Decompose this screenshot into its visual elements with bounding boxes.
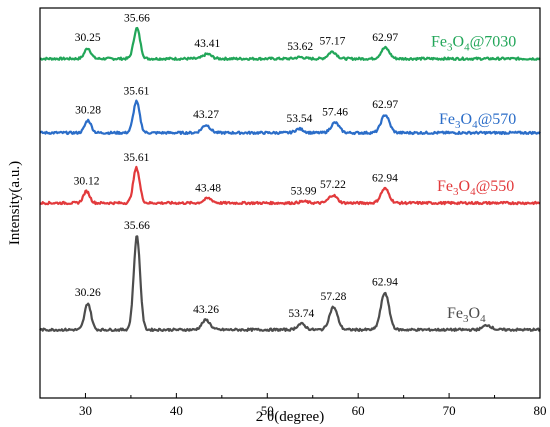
legend-part: Fe [437, 178, 453, 195]
x-tick-label: 80 [534, 403, 547, 418]
series-layer [39, 26, 541, 333]
series-line [39, 99, 541, 136]
peak-label: 53.99 [291, 185, 317, 197]
series-legend-label: Fe3O4@570 [439, 111, 516, 131]
legend-part: Fe [447, 305, 463, 322]
peak-label: 57.46 [322, 107, 348, 119]
peak-label: 57.22 [320, 179, 346, 191]
peak-label: 62.97 [372, 99, 398, 111]
legend-part: @550 [476, 178, 515, 195]
legend-part: 3 [453, 186, 459, 198]
legend-part: 3 [447, 42, 453, 54]
peak-label: 30.28 [75, 104, 101, 116]
legend-part: O [459, 178, 471, 195]
peak-label: 57.17 [320, 36, 346, 48]
legend-part: 4 [472, 119, 478, 131]
peak-label: 35.66 [124, 12, 150, 24]
peak-label: 30.25 [75, 32, 101, 44]
peak-label: 57.28 [321, 291, 347, 303]
legend-part: @570 [478, 111, 517, 128]
legend-part: 4 [470, 186, 476, 198]
legend-part: Fe [431, 34, 447, 51]
legend-part: Fe [439, 111, 455, 128]
peak-label: 53.54 [287, 113, 313, 125]
plot-frame [39, 7, 541, 399]
legend-part: @7030 [470, 34, 517, 51]
series-line [39, 235, 541, 333]
peak-label: 35.66 [124, 220, 150, 232]
legend-part: O [469, 305, 481, 322]
legend-part: O [453, 34, 465, 51]
peak-label: 35.61 [124, 152, 150, 164]
peak-label: 53.62 [287, 41, 313, 53]
x-tick-label: 40 [170, 403, 183, 418]
y-axis-label: Intensity(a.u.) [7, 161, 23, 245]
legend-part: 4 [480, 313, 486, 325]
peak-label: 43.48 [195, 182, 221, 194]
x-axis-label: 2 θ(degree) [256, 409, 324, 425]
series-legend-label: Fe3O4 [447, 305, 486, 325]
x-tick-label: 60 [352, 403, 365, 418]
series-line [39, 165, 541, 206]
peak-label: 30.12 [74, 175, 100, 187]
tick-layer: 30 40 50 60 70 80 [39, 393, 547, 418]
legend-part: 3 [463, 313, 469, 325]
peak-label: 43.27 [193, 109, 219, 121]
x-tick-label: 30 [79, 403, 92, 418]
peak-label: 53.74 [288, 308, 314, 320]
legend-part: O [461, 111, 473, 128]
peak-label: 62.94 [372, 173, 398, 185]
series-legend-label: Fe3O4@550 [437, 178, 514, 198]
series-legend-label: Fe3O4@7030 [431, 34, 516, 54]
x-tick-label: 70 [443, 403, 456, 418]
legend-part: 3 [455, 119, 461, 131]
peak-label: 43.26 [193, 304, 219, 316]
peak-label: 30.26 [75, 287, 101, 299]
series-line [39, 26, 541, 61]
peak-label: 35.61 [124, 86, 150, 98]
x-tick-label: 50 [261, 403, 274, 418]
legend-part: 4 [464, 42, 470, 54]
peak-label: 43.41 [194, 38, 220, 50]
peak-label: 62.97 [372, 32, 398, 44]
peak-label: 62.94 [372, 277, 398, 289]
